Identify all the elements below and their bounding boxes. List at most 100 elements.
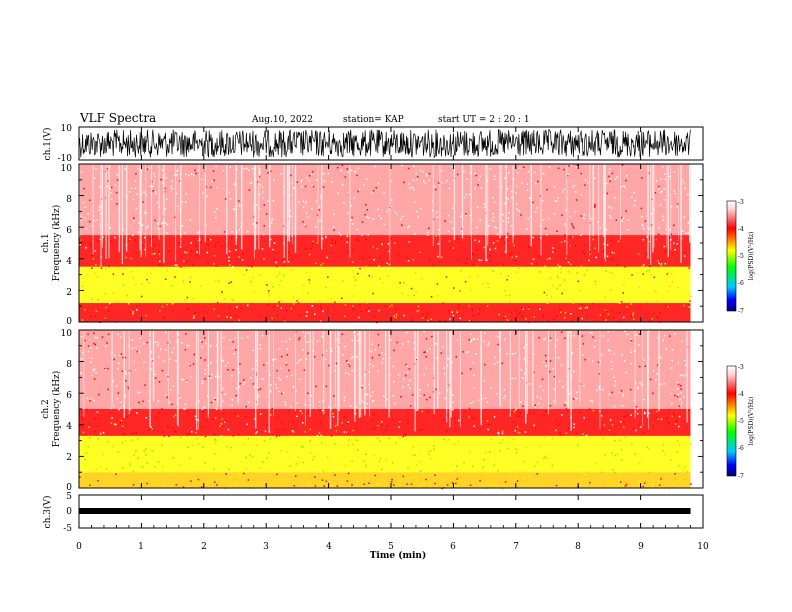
spectrogram-pixel: [569, 421, 571, 424]
spectrogram-pixel: [124, 289, 127, 292]
spectrogram-pixel: [344, 315, 346, 318]
spectrogram-pixel: [560, 311, 562, 313]
spectrogram-pixel: [110, 240, 112, 242]
spectrogram-pixel: [364, 473, 366, 475]
spectrogram-pixel: [260, 461, 263, 464]
spectrogram-pixel: [321, 335, 324, 338]
spectrogram-pixel: [331, 181, 333, 183]
spectrogram-pixel: [476, 266, 478, 268]
spectrogram-pixel: [152, 185, 154, 188]
spectrogram-pixel: [470, 340, 472, 342]
spectrogram-pixel: [209, 238, 212, 241]
spectrogram-pixel: [648, 410, 650, 413]
spectrogram-pixel: [374, 349, 377, 351]
spectrogram-pixel: [308, 281, 311, 284]
spectrogram-pixel: [542, 389, 544, 392]
spectrogram-pixel: [621, 354, 623, 356]
spectrogram-pixel: [315, 407, 317, 410]
spectrogram-pixel: [678, 458, 680, 460]
spectrogram-pixel: [347, 362, 350, 364]
spectrogram-pixel: [89, 242, 91, 244]
spectrogram-pixel: [300, 285, 303, 288]
spectrogram-pixel: [322, 470, 325, 473]
spectrogram-pixel: [429, 259, 431, 261]
spectrogram-pixel: [433, 448, 435, 450]
spectrogram-pixel: [622, 474, 625, 476]
spectrogram-pixel: [583, 253, 585, 255]
ch2-spec-ytick-6: 6: [66, 391, 72, 401]
spectrogram-pixel: [125, 380, 127, 382]
spectrogram-pixel: [229, 198, 232, 200]
spectrogram-pixel: [221, 291, 223, 293]
spectrogram-pixel: [671, 402, 673, 405]
spectrogram-pixel: [87, 333, 89, 336]
spectrogram-pixel: [674, 423, 677, 425]
spectrogram-pixel: [575, 199, 578, 201]
spectrogram-pixel: [289, 209, 292, 212]
spectrogram-pixel: [259, 168, 261, 171]
spectrogram-pixel: [675, 478, 677, 480]
spectrogram-pixel: [222, 388, 224, 390]
spectrogram-pixel: [204, 368, 207, 371]
spectrogram-pixel: [245, 456, 247, 459]
spectrogram-pixel: [493, 356, 496, 359]
spectrogram-pixel: [402, 386, 404, 388]
spectrogram-pixel: [472, 314, 474, 317]
spectrogram-pixel: [492, 197, 494, 199]
ch1-cb-tick-m5: -5: [738, 253, 744, 260]
spectrogram-pixel: [659, 204, 662, 206]
spectrogram-pixel: [472, 401, 474, 403]
spectrogram-pixel: [154, 175, 156, 178]
spectrogram-pixel: [258, 467, 261, 469]
spectrogram-pixel: [567, 261, 570, 264]
spectrogram-pixel: [90, 398, 93, 400]
spectrogram-pixel: [291, 374, 293, 376]
spectrogram-pixel: [120, 419, 123, 422]
spectrogram-pixel: [604, 309, 607, 312]
spectrogram-pixel: [298, 359, 301, 362]
spectrogram-pixel: [435, 388, 437, 391]
spectrogram-pixel: [643, 228, 645, 230]
spectrogram-pixel: [508, 253, 511, 256]
spectrogram-pixel: [534, 406, 537, 408]
spectrogram-pixel: [268, 290, 270, 292]
spectrogram-pixel: [322, 186, 325, 188]
spectrogram-pixel: [346, 241, 348, 243]
spectrogram-pixel: [456, 449, 459, 452]
spectrogram-pixel: [80, 215, 83, 218]
spectrogram-pixel: [539, 284, 542, 287]
spectrogram-pixel: [90, 361, 92, 363]
spectrogram-pixel: [96, 239, 99, 242]
spectrogram-pixel: [296, 181, 299, 183]
spectrogram-pixel: [495, 485, 497, 487]
spectrogram-pixel: [354, 171, 356, 173]
spectrogram-pixel: [688, 290, 690, 292]
spectrogram-pixel: [321, 237, 324, 240]
spectrogram-pixel: [83, 187, 85, 190]
spectrogram-pixel: [108, 333, 110, 335]
spectrogram-pixel: [330, 239, 333, 241]
spectrogram-pixel: [515, 255, 518, 258]
spectrogram-pixel: [114, 354, 116, 357]
spectrogram-pixel: [291, 430, 294, 432]
spectrogram-pixel: [642, 239, 645, 241]
spectrogram-pixel: [259, 274, 262, 276]
spectrogram-pixel: [148, 167, 150, 169]
spectrogram-pixel: [402, 475, 405, 478]
spectrogram-pixel: [577, 444, 579, 446]
spectrogram-pixel: [202, 293, 204, 295]
spectrogram-pixel: [565, 209, 568, 211]
spectrogram-pixel: [351, 460, 353, 462]
spectrogram-pixel: [445, 179, 448, 182]
spectrogram-pixel: [346, 422, 349, 425]
spectrogram-pixel: [95, 372, 97, 374]
ch2-colorbar-scale: [726, 365, 737, 477]
spectrogram-pixel: [232, 266, 234, 268]
spectrogram-pixel: [228, 191, 230, 194]
spectrogram-pixel: [240, 259, 243, 261]
spectrogram-pixel: [654, 290, 656, 292]
spectrogram-pixel: [408, 183, 410, 185]
spectrogram-pixel: [627, 229, 630, 231]
ch3-ylabel: ch.3(V): [42, 496, 53, 529]
spectrogram-pixel: [536, 263, 538, 265]
